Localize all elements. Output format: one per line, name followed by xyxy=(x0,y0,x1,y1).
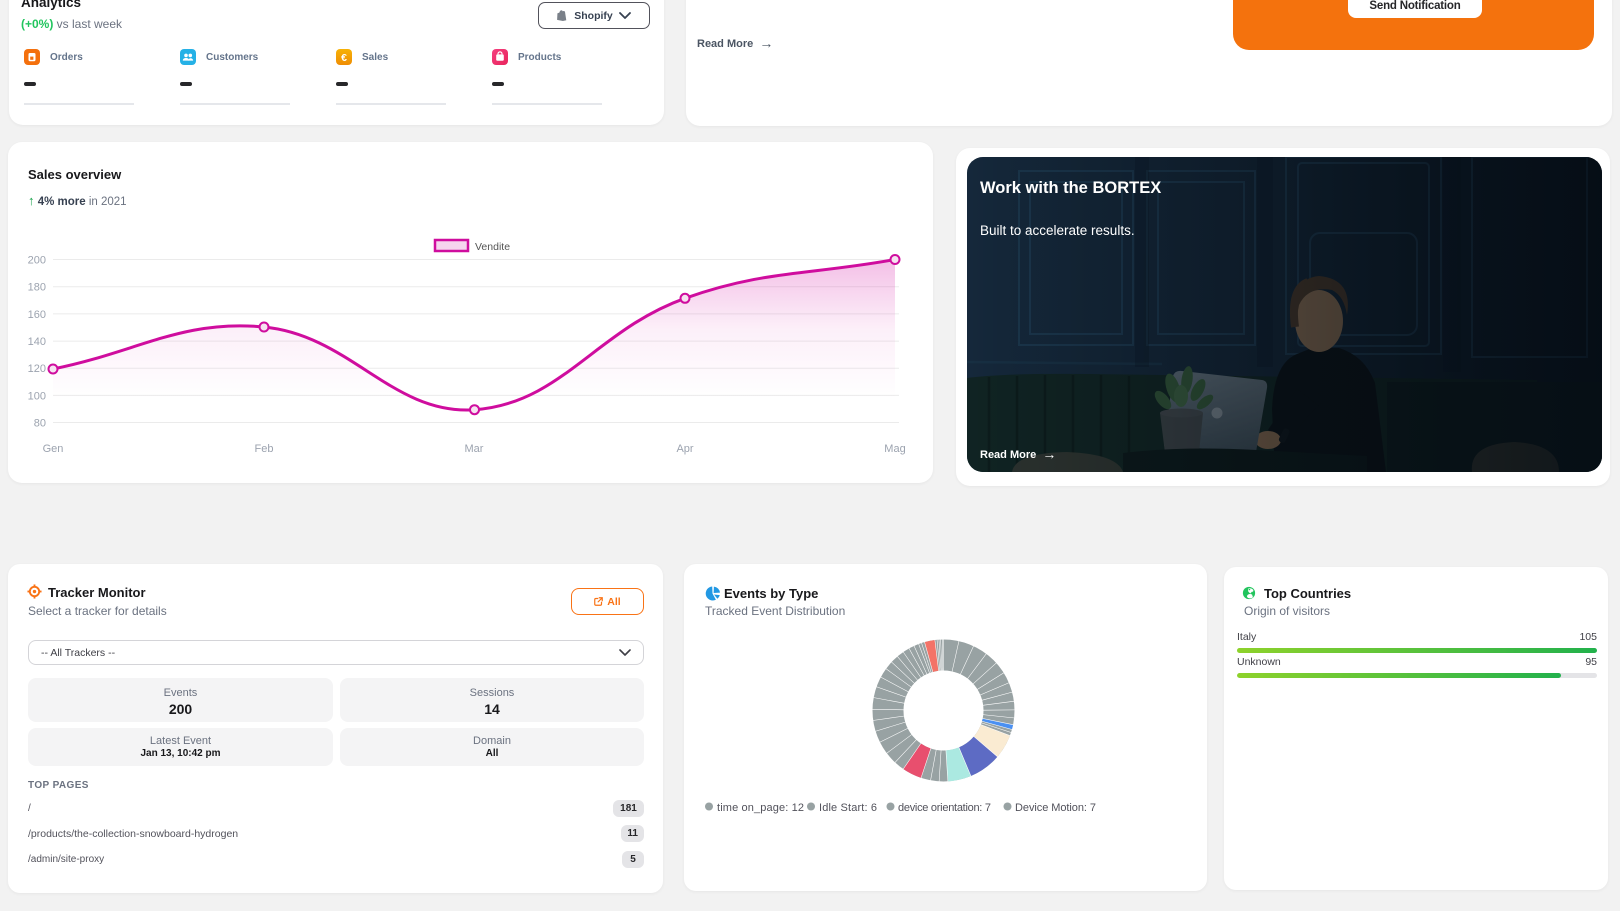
svg-text:Gen: Gen xyxy=(43,443,64,455)
svg-text:device orientation: 7: device orientation: 7 xyxy=(898,802,991,814)
svg-text:120: 120 xyxy=(28,363,46,375)
svg-text:100: 100 xyxy=(28,390,46,402)
svg-text:160: 160 xyxy=(28,309,46,321)
svg-text:Device Motion: 7: Device Motion: 7 xyxy=(1015,802,1096,814)
svg-text:140: 140 xyxy=(28,336,46,348)
svg-text:Feb: Feb xyxy=(255,443,274,455)
svg-text:€: € xyxy=(341,52,347,64)
svg-text:Mag: Mag xyxy=(884,443,905,455)
svg-text:180: 180 xyxy=(28,282,46,294)
svg-text:time on_page: 12: time on_page: 12 xyxy=(717,802,804,814)
svg-text:200: 200 xyxy=(28,255,46,267)
svg-text:Idle Start: 6: Idle Start: 6 xyxy=(819,802,877,814)
svg-text:Mar: Mar xyxy=(465,443,484,455)
svg-text:Vendite: Vendite xyxy=(475,241,510,253)
svg-text:Apr: Apr xyxy=(676,443,693,455)
svg-text:80: 80 xyxy=(34,418,46,430)
